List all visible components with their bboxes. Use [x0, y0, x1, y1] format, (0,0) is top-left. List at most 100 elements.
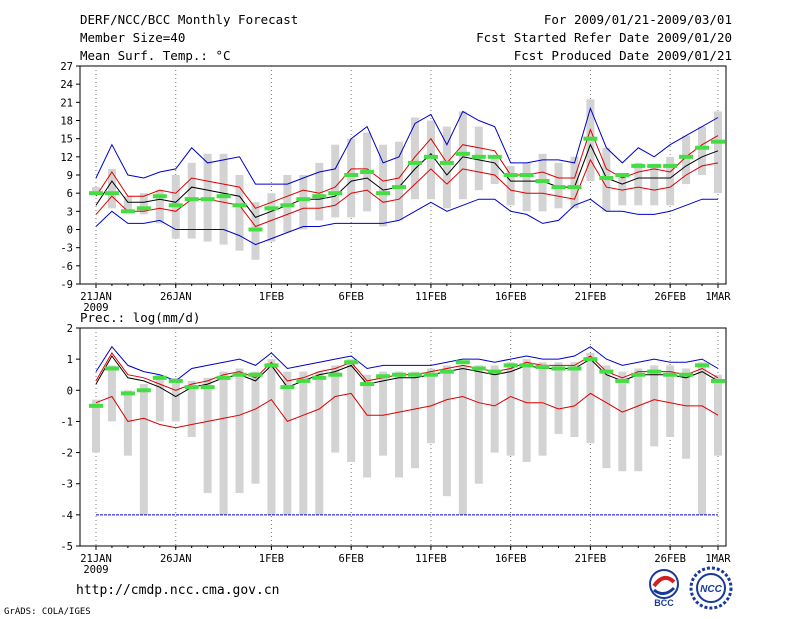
ensemble-box	[634, 368, 643, 472]
precipitation-panel-title: Prec.: log(mm/d)	[80, 310, 200, 325]
bcc-logo-text: BCC	[654, 598, 674, 608]
x-tick-label: 1FEB	[259, 553, 284, 565]
median-marker	[535, 179, 550, 184]
member-size-label: Member Size=40	[80, 30, 186, 45]
x-tick-label: 26FEB	[654, 553, 686, 565]
median-marker	[264, 206, 279, 211]
ensemble-box	[682, 368, 691, 459]
y-tick-label: -5	[60, 541, 73, 553]
ensemble-box	[331, 365, 340, 453]
x-tick-label: 21FEB	[575, 291, 607, 303]
ensemble-box	[570, 156, 579, 209]
y-tick-label: -2	[60, 448, 73, 460]
median-marker	[248, 372, 263, 377]
median-marker	[503, 173, 518, 177]
bcc-logo: BCC	[649, 569, 679, 608]
median-marker	[599, 176, 614, 181]
median-marker	[615, 378, 630, 383]
median-marker	[695, 145, 710, 150]
median-marker	[599, 369, 614, 374]
median-marker	[344, 360, 359, 365]
ensemble-box	[92, 399, 100, 453]
median-marker	[264, 363, 279, 368]
ensemble-box	[410, 117, 419, 200]
median-marker	[663, 163, 678, 168]
median-marker	[232, 203, 247, 208]
median-marker	[407, 372, 422, 377]
median-marker	[631, 372, 646, 377]
ensemble-box	[347, 138, 356, 218]
ensemble-box	[698, 126, 707, 175]
grads-credit: GrADS: COLA/IGES	[4, 607, 91, 617]
ncc-logo: NCC	[689, 566, 733, 610]
ensemble-box	[331, 144, 340, 218]
median-marker	[471, 154, 486, 159]
ensemble-box	[347, 359, 356, 462]
median-marker	[376, 374, 391, 379]
median-marker	[423, 154, 438, 159]
median-marker	[328, 191, 343, 196]
ensemble-box	[155, 374, 164, 422]
y-tick-label: 18	[60, 116, 73, 128]
ensemble-box	[379, 144, 388, 227]
ensemble-box	[570, 362, 579, 437]
median-marker	[407, 160, 422, 165]
ensemble-box	[634, 162, 643, 206]
median-marker	[535, 364, 550, 369]
median-marker	[583, 136, 598, 141]
median-marker	[216, 194, 231, 199]
ensemble-box	[698, 362, 707, 515]
ensemble-box	[602, 365, 611, 469]
ensemble-box	[666, 365, 675, 437]
ensemble-box	[586, 352, 595, 444]
ensemble-box	[107, 168, 116, 209]
median-marker	[136, 206, 151, 211]
median-marker	[551, 366, 566, 371]
y-tick-label: 9	[67, 170, 73, 182]
series-line-mean	[95, 355, 719, 398]
ensemble-box	[203, 377, 212, 494]
y-tick-label: -9	[60, 279, 73, 291]
ensemble-box	[299, 371, 308, 515]
median-marker	[647, 163, 662, 168]
median-marker	[679, 154, 694, 159]
median-marker	[136, 388, 151, 393]
median-marker	[248, 227, 263, 232]
ensemble-box	[490, 156, 499, 185]
median-marker	[89, 191, 103, 196]
median-marker	[455, 151, 470, 156]
series-line-lower	[95, 158, 719, 228]
ensemble-box	[395, 141, 404, 221]
y-tick-label: -3	[60, 243, 73, 255]
y-tick-label: 1	[67, 354, 73, 366]
median-marker	[184, 385, 199, 390]
median-marker	[184, 197, 199, 202]
ensemble-box	[410, 371, 419, 469]
x-tick-label: 1FEB	[259, 291, 284, 303]
ensemble-box	[92, 187, 100, 194]
median-marker	[200, 197, 215, 202]
ensemble-box	[506, 165, 515, 206]
ensemble-box	[139, 193, 148, 215]
median-marker	[615, 173, 630, 177]
median-marker	[104, 366, 119, 371]
ensemble-box	[235, 368, 244, 494]
ncc-logo-text: NCC	[700, 584, 722, 595]
forecast-produced-date: Fcst Produced Date 2009/01/21	[513, 48, 732, 63]
median-marker	[104, 191, 119, 196]
median-marker	[423, 372, 438, 377]
ensemble-box	[219, 371, 228, 515]
ensemble-box	[379, 371, 388, 456]
median-marker	[232, 372, 247, 377]
median-marker	[120, 209, 135, 214]
median-marker	[328, 372, 343, 377]
median-marker	[487, 369, 502, 374]
chart-title: DERF/NCC/BCC Monthly Forecast	[80, 12, 299, 27]
x-tick-label: 6FEB	[339, 553, 364, 565]
median-marker	[663, 372, 678, 377]
median-marker	[296, 197, 311, 202]
ensemble-box	[714, 111, 722, 194]
median-marker	[168, 378, 183, 383]
y-tick-label: 2	[67, 323, 73, 335]
ensemble-box	[538, 362, 547, 456]
